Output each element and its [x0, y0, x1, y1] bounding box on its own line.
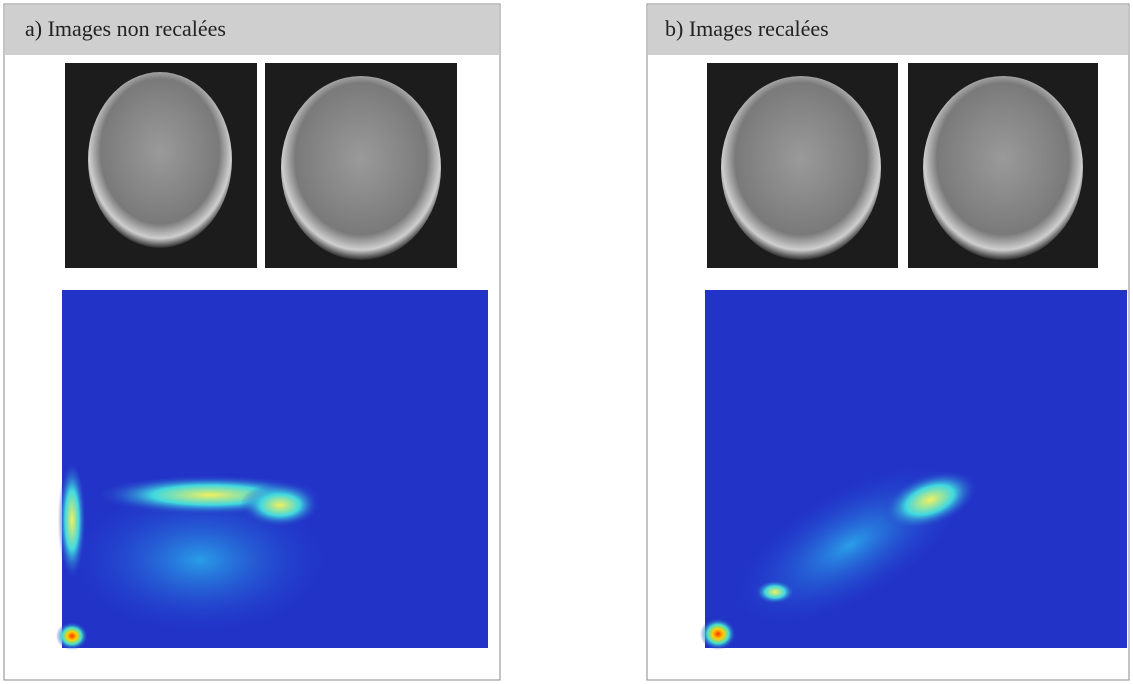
density: [700, 618, 736, 650]
panel-title: b) Images recalées: [665, 16, 829, 41]
panel-header: [5, 5, 499, 55]
density: [58, 460, 86, 580]
density: [882, 470, 978, 530]
density: [56, 622, 88, 650]
brain: [88, 72, 232, 248]
density: [240, 483, 320, 527]
panel-b: b) Images recalées: [646, 3, 1130, 681]
panel-title: a) Images non recalées: [25, 16, 226, 41]
brain: [721, 76, 881, 260]
density: [755, 580, 795, 604]
brain: [281, 76, 441, 260]
panel-header: [648, 5, 1128, 55]
brain: [923, 76, 1083, 260]
panel-a: a) Images non recalées: [3, 3, 501, 681]
